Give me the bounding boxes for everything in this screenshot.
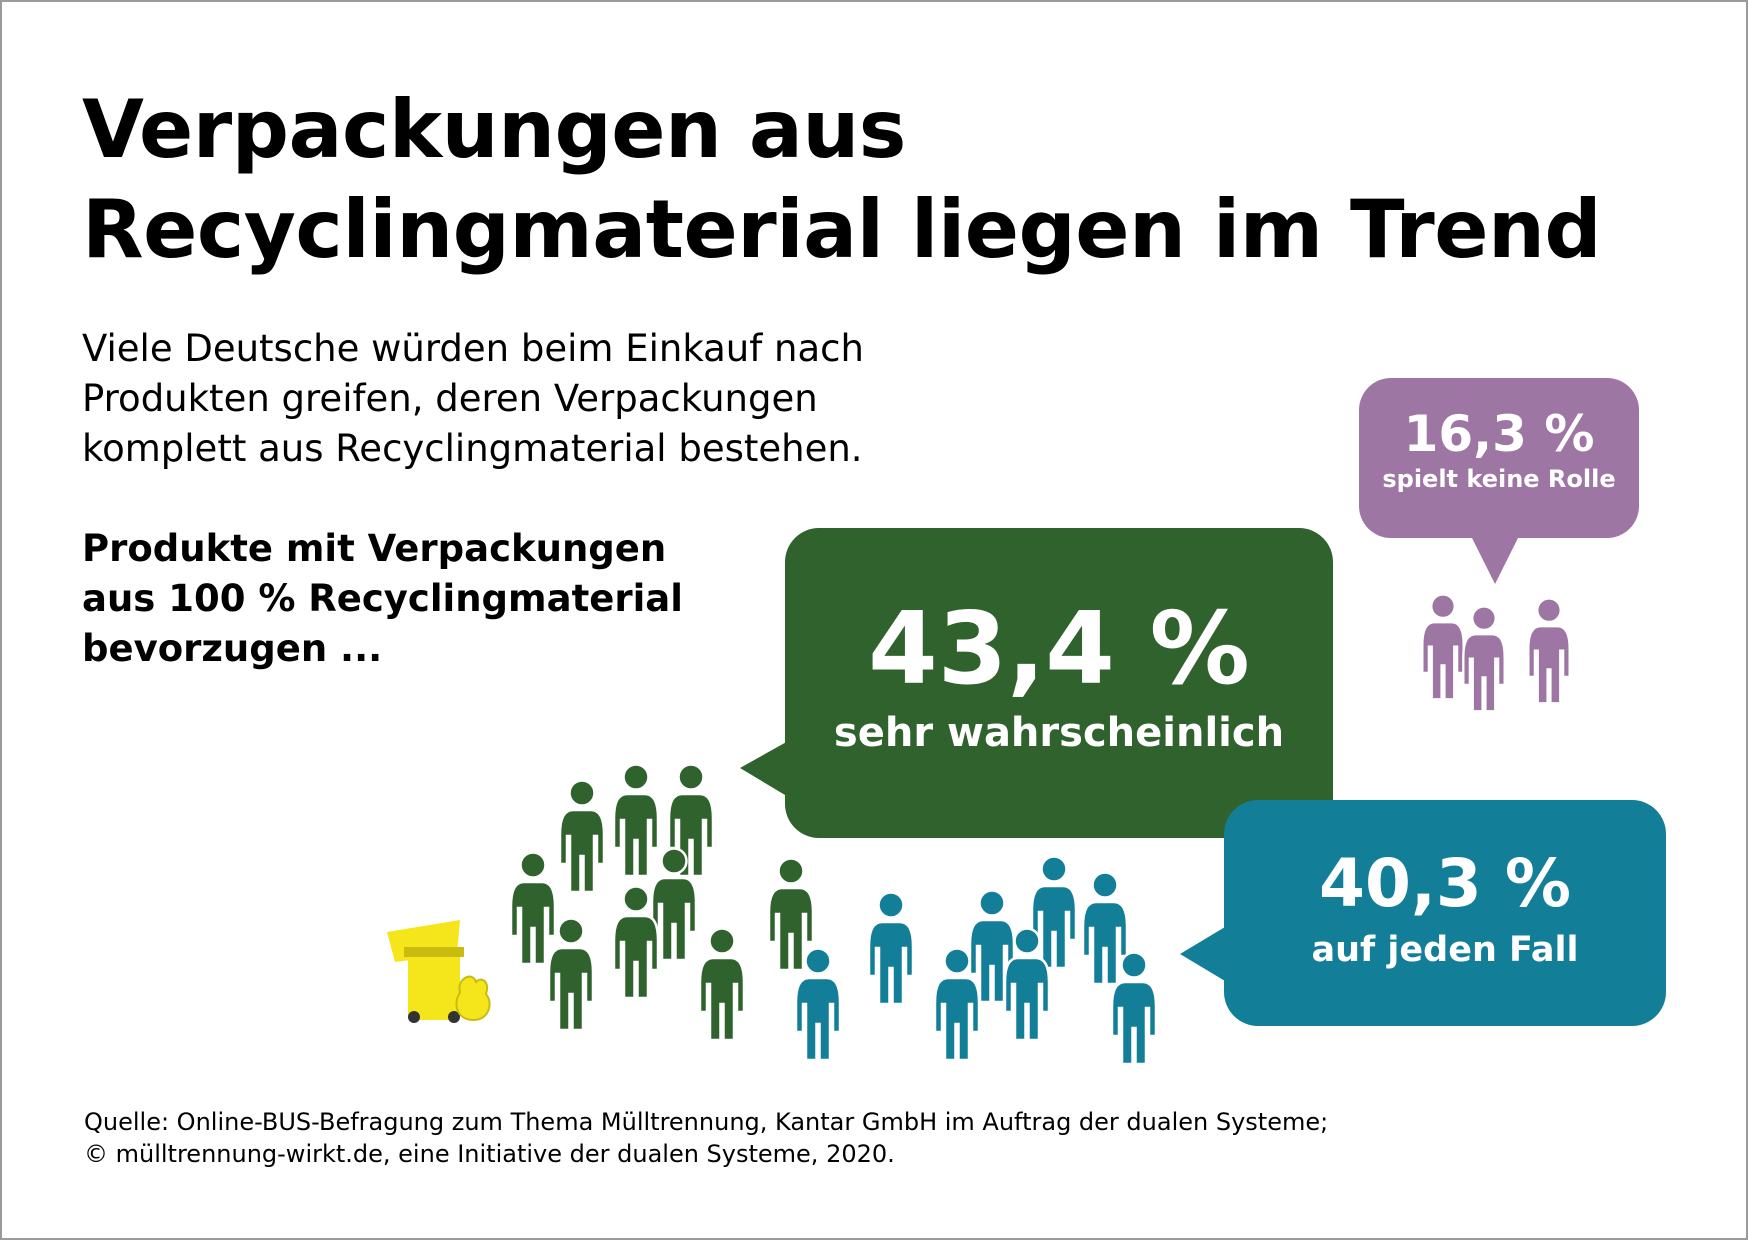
purple-bubble-tail [1470, 534, 1520, 584]
person-icon [650, 847, 698, 962]
blue-bubble-tail [1180, 924, 1230, 984]
result-bubble-spielt-keine-rolle: 16,3 % spielt keine Rolle [1359, 378, 1639, 538]
result-bubble-sehr-wahrscheinlich: 43,4 % sehr wahrscheinlich [785, 528, 1333, 838]
result-label: sehr wahrscheinlich [833, 710, 1285, 756]
result-percent: 16,3 % [1403, 405, 1595, 463]
intro-line-2: Produkten greifen, deren Verpackungen [82, 377, 818, 420]
green-bubble-tail [740, 740, 790, 798]
person-icon [698, 927, 746, 1042]
page-title: Verpackungen aus Recyclingmaterial liege… [82, 80, 1602, 280]
survey-question: Produkte mit Verpackungen aus 100 % Recy… [82, 524, 683, 674]
result-percent: 43,4 % [868, 590, 1250, 707]
person-icon [1527, 597, 1571, 705]
person-icon [767, 857, 815, 972]
green-people-group [509, 763, 815, 1042]
person-icon [1110, 951, 1158, 1066]
person-icon [558, 779, 606, 894]
person-icon [1462, 605, 1506, 713]
person-icon [933, 947, 981, 1062]
source-note: Quelle: Online-BUS-Befragung zum Thema M… [84, 1106, 1328, 1170]
person-icon [1030, 855, 1078, 970]
intro-line-3: komplett aus Recyclingmaterial bestehen. [82, 427, 863, 470]
person-icon [1421, 593, 1465, 701]
person-icon [667, 763, 715, 878]
question-line-1: Produkte mit Verpackungen [82, 527, 667, 570]
person-icon [547, 917, 595, 1032]
result-label: auf jeden Fall [1311, 930, 1579, 970]
blue-people-group [794, 855, 1158, 1066]
question-line-2: aus 100 % Recyclingmaterial [82, 577, 683, 620]
result-percent: 40,3 % [1319, 845, 1571, 922]
question-line-3: bevorzugen ... [82, 627, 383, 670]
person-icon [867, 891, 915, 1006]
person-icon [1003, 927, 1051, 1042]
result-bubble-auf-jeden-fall: 40,3 % auf jeden Fall [1224, 800, 1666, 1026]
result-label: spielt keine Rolle [1382, 465, 1616, 493]
person-icon [612, 763, 660, 878]
purple-people-group [1421, 593, 1571, 713]
person-icon [1081, 871, 1129, 986]
person-icon [794, 947, 842, 1062]
title-line-1: Verpackungen aus [82, 83, 906, 176]
person-icon [509, 851, 557, 966]
source-line-1: Quelle: Online-BUS-Befragung zum Thema M… [84, 1108, 1329, 1136]
title-line-2: Recyclingmaterial liegen im Trend [82, 183, 1602, 276]
source-line-2: © mülltrennung-wirkt.de, eine Initiative… [84, 1140, 895, 1168]
yellow-bin-with-bag-icon [387, 920, 491, 1023]
person-icon [968, 889, 1016, 1004]
person-icon [612, 885, 660, 1000]
intro-line-1: Viele Deutsche würden beim Einkauf nach [82, 327, 864, 370]
intro-text: Viele Deutsche würden beim Einkauf nach … [82, 324, 864, 474]
